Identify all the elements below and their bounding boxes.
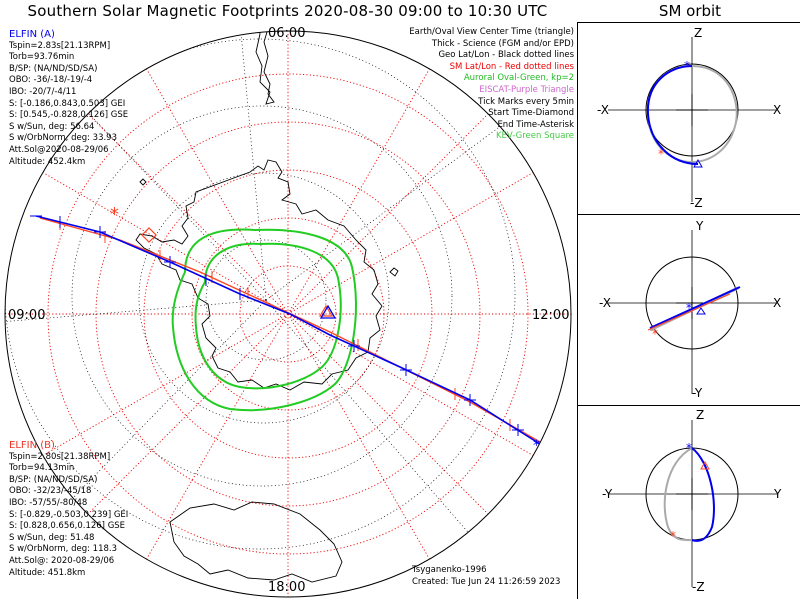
svg-text:*: * [686,301,692,315]
elfin-a-ticks [59,216,519,436]
hour-label-right: 12:00 [532,308,570,323]
elfin-a-title: ELFIN (A) [9,29,55,40]
elfin-a-line: IBO: -20/7/-4/11 [9,86,77,97]
elfin-a-track: * [30,215,541,454]
legend-item: Earth/Oval View Center Time (triangle) [409,27,574,37]
created-timestamp: Created: Tue Jun 24 11:26:59 2023 [412,576,561,587]
orbit-panel-divider-top [577,22,800,23]
elfin-b-line: IBO: -57/55/-80/48 [9,497,88,508]
elfin-a-center-triangle [319,304,337,319]
elfin-b-start-diamond [141,227,157,243]
orbit-panel-xz: * * [608,37,778,202]
svg-text:*: * [686,441,692,455]
elfin-a-line: OBO: -36/-18/-19/-4 [9,75,93,86]
orbit2-bottom-label: -Y [692,386,703,400]
legend-item: Auroral Oval-Green, kp=2 [463,73,574,84]
elfin-a-line: S w/OrbNorm, deg: 33.93 [9,133,118,144]
orbit2-top-label: Y [696,219,704,233]
orbit-panel-divider-1 [577,214,800,215]
elfin-a-line: Altitude: 452.4km [9,156,86,167]
model-credit: Tsyganenko-1996 [412,565,487,575]
orbit3-right-label: Y [774,487,782,501]
legend-item: KEV-Green Square [495,131,574,142]
legend-item: Tick Marks every 5min [478,96,574,107]
plot-title: Southern Solar Magnetic Footprints 2020-… [27,2,548,20]
elfin-a-line: S: [-0.186,0.843,0.503] GEI [9,98,126,109]
legend-item: End Time-Asterisk [497,119,574,130]
elfin-b-line: Torb=94.13min [9,463,75,474]
legend-item: Geo Lat/Lon - Black dotted lines [438,50,574,61]
elfin-b-line: Att.Sol@: 2020-08-29/06 [9,555,115,566]
polar-map: * [4,30,572,598]
elfin-a-end-asterisk: * [533,438,540,454]
elfin-b-line: Tspin=2.80s[21.38RPM] [9,451,111,462]
svg-text:*: * [684,59,690,73]
map-boundary [4,30,572,598]
elfin-a-line: Att.Sol@2020-08-29/06 [9,144,109,155]
svg-text:*: * [670,529,676,543]
elfin-a-line: B/SP: (NA/ND/SD/SA) [9,63,98,74]
orbit1-top-label: Z [694,26,703,40]
credits: Tsyganenko-1996 Created: Tue Jun 24 11:2… [412,565,560,588]
orbit1-right-label: X [773,103,782,117]
elfin-b-title: ELFIN (B) [9,440,55,451]
elfin-b-end-asterisk: * [110,204,119,225]
elfin-b-line: S w/Sun, deg: 51.48 [9,532,95,543]
orbit-panel-divider-2 [577,405,800,406]
orbit-panel-yz: * * [608,420,778,587]
orbit-plots: * * * * * * [608,37,778,587]
elfin-b-line: S: [-0.829,-0.503,0.239] GEI [9,509,129,520]
hour-label-bottom: 18:00 [268,580,306,595]
legend-item: Start Time-Diamond [488,108,574,119]
orbit-title: SM orbit [658,2,722,20]
orbit1-bottom-label: -Z [690,196,703,210]
legend-item: Thick - Science (FGM and/or EPD) [431,38,574,49]
orbit2-right-label: X [773,296,782,310]
elfin-b-line: B/SP: (NA/ND/SD/SA) [9,474,98,485]
auroral-oval [171,228,357,412]
orbit-panel-frame [577,22,800,599]
orbit3-left-label: -Y [602,487,613,501]
svg-text:*: * [658,147,664,161]
elfin-b-ticks [59,218,511,431]
islands [87,178,399,577]
elfin-a-line: Tspin=2.83s[21.13RPM] [9,40,111,51]
elfin-a-line: S w/Sun, deg: 56.64 [9,121,95,132]
elfin-b-info: ELFIN (B) Tspin=2.80s[21.38RPM] Torb=94.… [9,440,128,579]
antarctica-coastline [135,159,383,391]
legend-item: EISCAT-Purple Triangle [479,84,574,95]
orbit3-top-label: Z [696,408,705,422]
elfin-a-line: Torb=93.76min [9,52,75,63]
orbit1-left-label: -X [597,103,609,117]
svg-text:*: * [652,327,658,341]
orbit3-bottom-label: -Z [692,580,705,594]
orbit-panel-xy: * * [608,230,778,394]
south-america-coastline [255,31,275,105]
elfin-a-info: ELFIN (A) Tspin=2.83s[21.13RPM] Torb=93.… [9,29,128,168]
geo-latitude-circles [5,38,516,550]
elfin-b-center-triangle [318,304,334,317]
elfin-b-line: S: [0.828,0.656,0.126] GSE [9,521,126,532]
elfin-b-line: Altitude: 451.8km [9,567,86,578]
australia-coastline [169,501,343,583]
hour-label-top: 06:00 [268,26,306,41]
elfin-b-line: OBO: -32/23/-45/18 [9,486,92,497]
legend: Earth/Oval View Center Time (triangle) T… [409,27,574,143]
elfin-b-line: S w/OrbNorm, deg: 118.3 [9,544,118,555]
orbit2-left-label: -X [599,296,611,310]
hour-label-left: 09:00 [8,308,46,323]
legend-item: SM Lat/Lon - Red dotted lines [449,61,574,72]
elfin-a-line: S: [0.545,-0.828,0.126] GSE [9,110,129,121]
